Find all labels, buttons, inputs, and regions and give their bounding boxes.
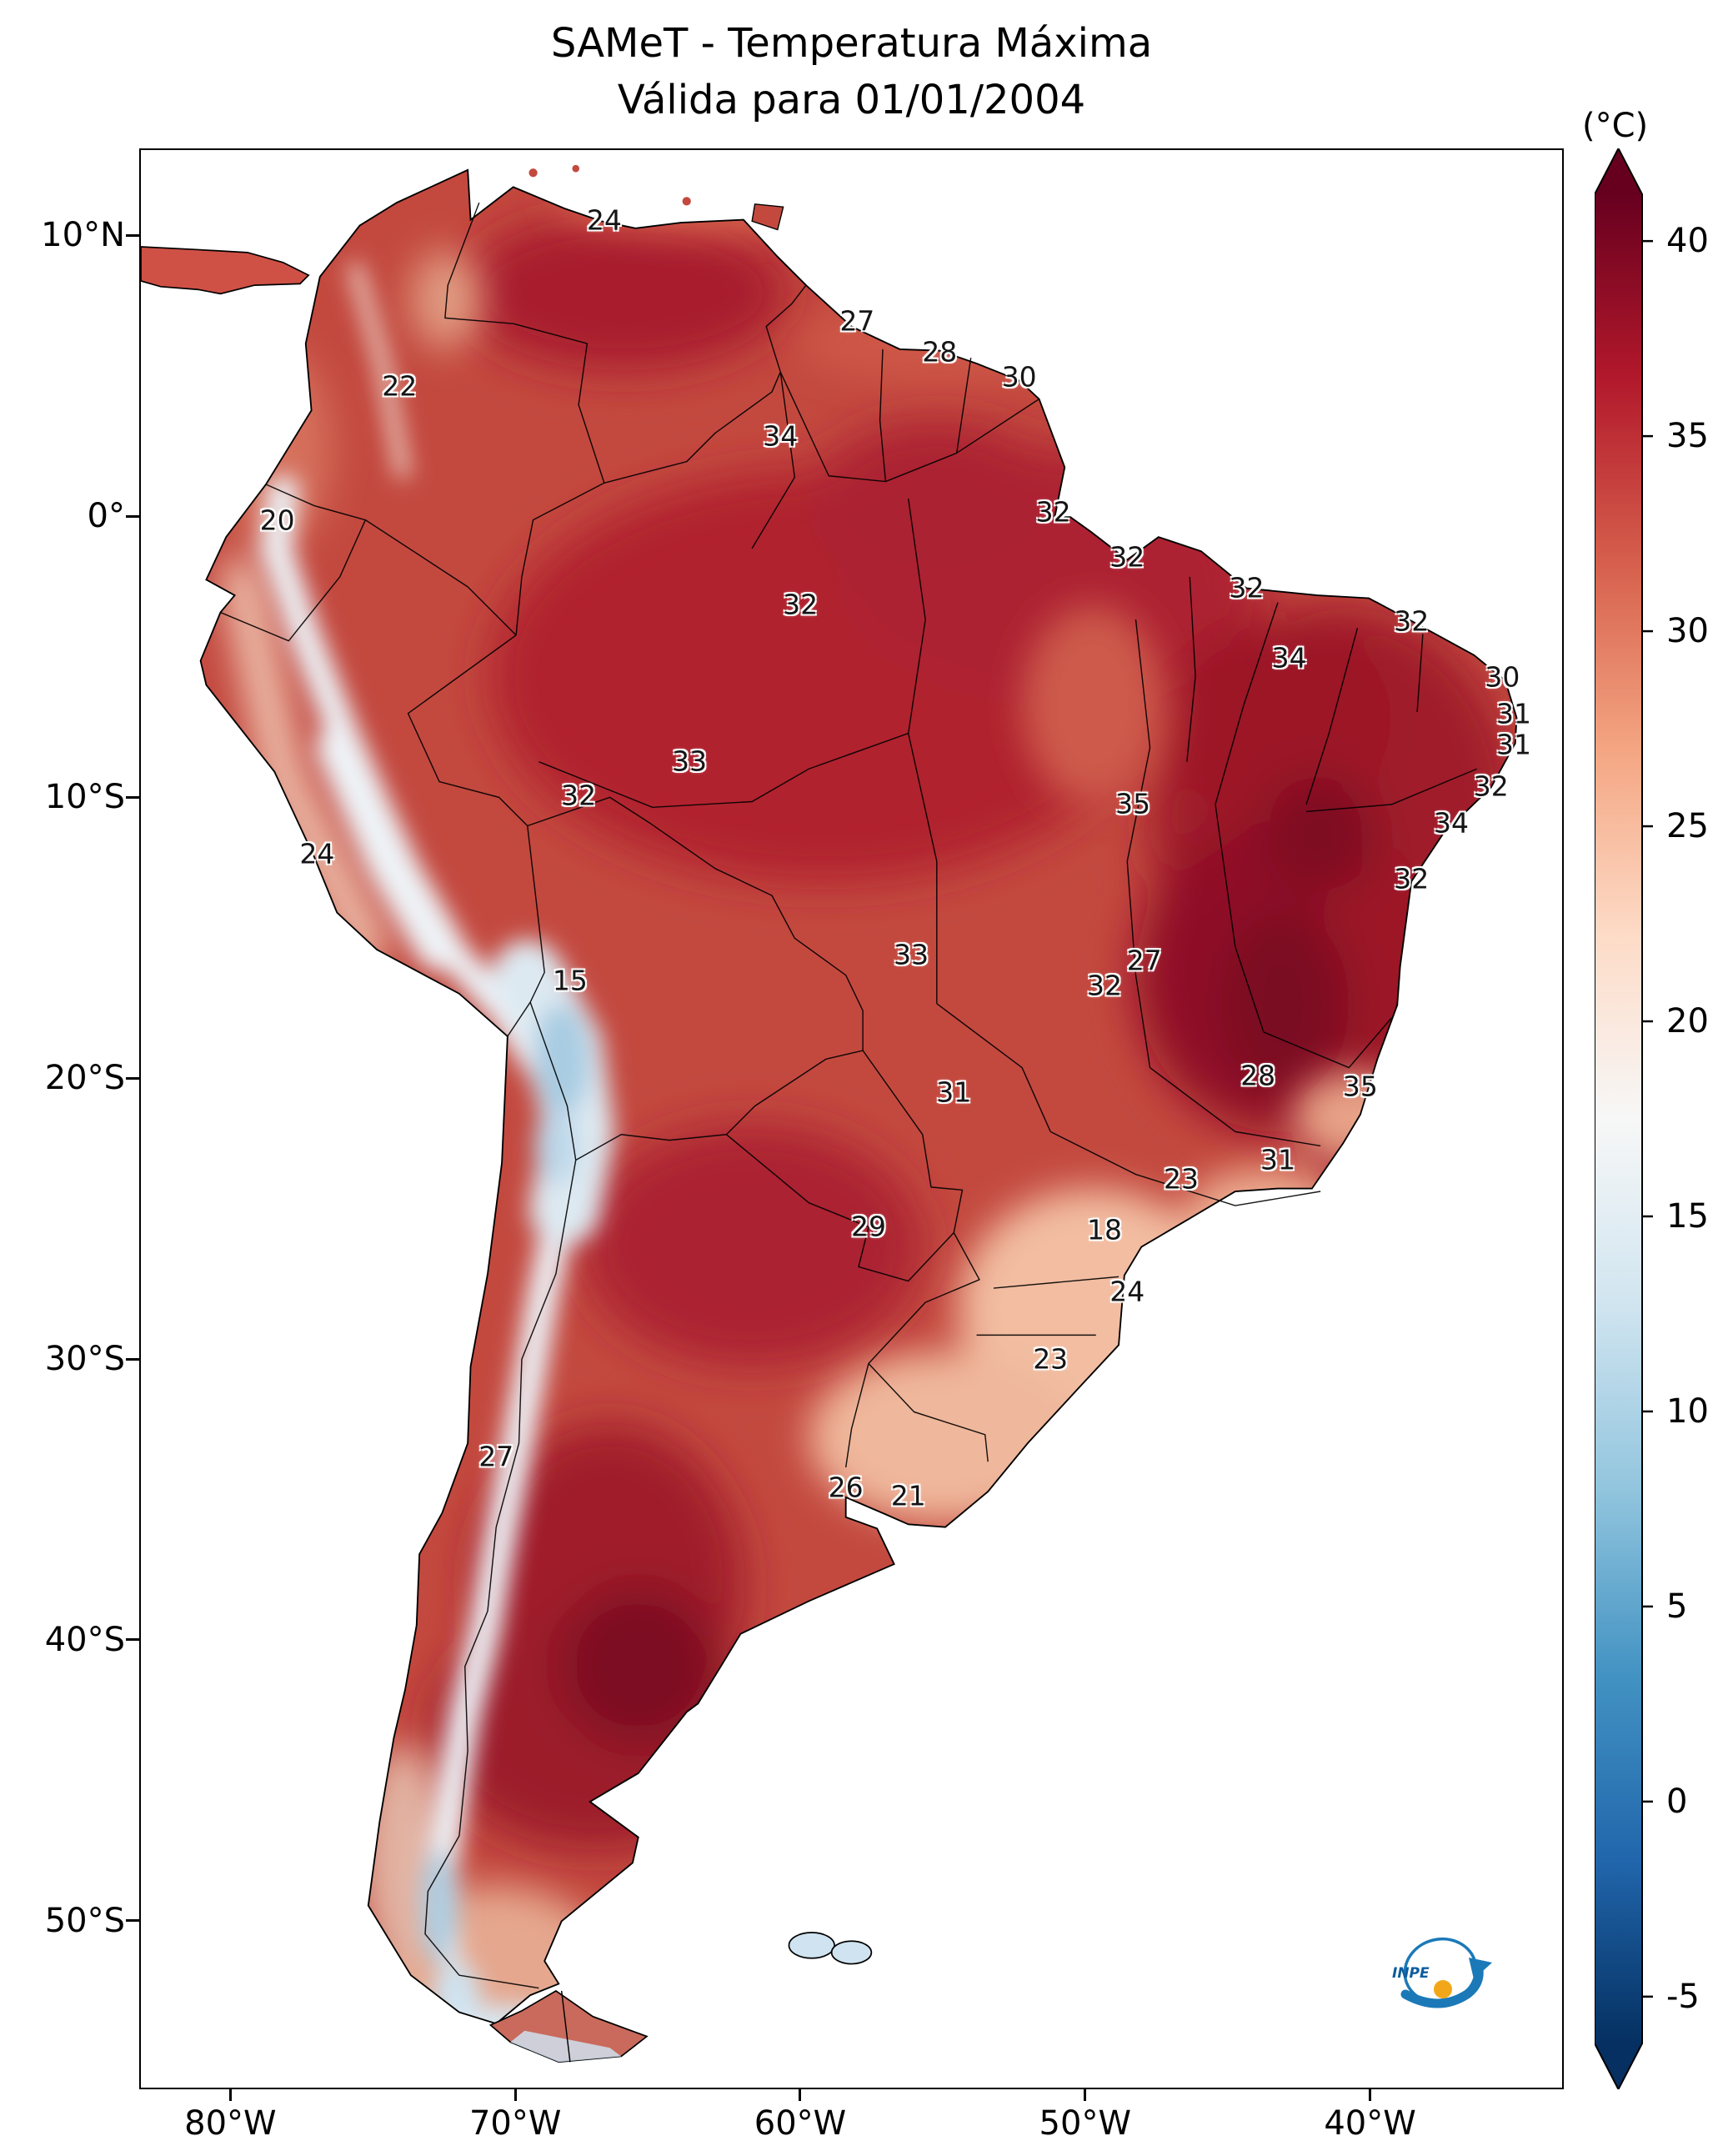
caribbean-islands: [528, 164, 784, 231]
x-axis-tick-label: 40°W: [1324, 2104, 1416, 2143]
station-temp-label: 26: [828, 1471, 864, 1504]
station-temp-label: 22: [382, 369, 418, 402]
y-axis-tick-label: 20°S: [44, 1059, 125, 1098]
station-temp-label: 31: [1496, 697, 1532, 730]
colorbar-bar: [1594, 146, 1653, 2092]
station-temp-label: 21: [890, 1479, 926, 1512]
y-axis-tick-label: 10°N: [41, 216, 125, 255]
station-temp-label: 33: [894, 938, 929, 971]
station-temp-label: 15: [552, 964, 588, 997]
y-axis-tick-label: 30°S: [44, 1340, 125, 1379]
station-temp-label: 35: [1115, 787, 1151, 820]
colorbar-unit-label: (°C): [1582, 107, 1649, 145]
station-temp-label: 32: [1229, 571, 1265, 604]
station-temp-label: 32: [1473, 770, 1509, 803]
colorbar-tick-label: 30: [1666, 612, 1709, 651]
station-temp-label: 34: [1434, 806, 1469, 840]
station-temp-label: 32: [1086, 969, 1122, 1002]
y-axis-tick-mark: [126, 233, 139, 237]
y-axis-tick-mark: [126, 1357, 139, 1361]
x-axis-tick-mark: [228, 2088, 232, 2101]
y-axis-tick-mark: [126, 514, 139, 518]
colorbar: 40 35 30 25 20 15 10 5 0 -5: [1594, 146, 1723, 2092]
y-axis-tick-mark: [126, 1638, 139, 1642]
x-axis-tick-label: 50°W: [1039, 2104, 1131, 2143]
station-temp-label: 32: [783, 588, 819, 621]
x-axis-tick-mark: [1369, 2088, 1372, 2101]
map-panel: 24 27 28 30 22 34 20 32 32 32 32 32 34 30 31 31 33 32 32 35…: [139, 148, 1564, 2089]
panama-landmass: [141, 246, 310, 295]
station-temp-label: 31: [936, 1075, 972, 1109]
station-temp-label: 28: [922, 335, 958, 369]
political-borders: [220, 202, 1477, 1989]
station-temp-label: 32: [1394, 862, 1430, 895]
x-axis-tick-mark: [513, 2088, 517, 2101]
station-temp-label: 18: [1086, 1213, 1122, 1246]
station-temp-label: 24: [299, 837, 335, 870]
station-temp-label: 32: [561, 779, 597, 812]
colorbar-tick-label: 35: [1666, 417, 1709, 456]
x-axis-tick-mark: [799, 2088, 802, 2101]
station-temp-label: 28: [1240, 1059, 1276, 1092]
tierra-del-fuego: [488, 1989, 649, 2063]
station-temp-label: 32: [1394, 604, 1430, 638]
y-axis-tick-label: 50°S: [44, 1901, 125, 1940]
station-temp-label: 32: [1035, 495, 1071, 529]
colorbar-tick-label: 15: [1666, 1196, 1709, 1236]
y-axis-tick-mark: [126, 1076, 139, 1080]
station-temp-label: 23: [1164, 1162, 1200, 1196]
station-temp-label: 30: [1485, 660, 1520, 694]
station-temp-label: 27: [478, 1440, 514, 1473]
station-labels-layer: 24 27 28 30 22 34 20 32 32 32 32 32 34 30 31 31 33 32 32 35…: [141, 150, 1562, 2088]
y-axis-tick-label: 10°S: [44, 778, 125, 817]
colorbar-tick-label: 40: [1666, 222, 1709, 261]
colorbar-tick-label: 20: [1666, 1002, 1709, 1041]
x-axis-tick-mark: [1084, 2088, 1087, 2101]
station-temp-label: 29: [850, 1210, 886, 1243]
south-america-map: [141, 164, 1518, 2063]
chart-title: SAMeT - Temperatura Máxima: [550, 20, 1153, 67]
station-temp-label: 34: [763, 419, 799, 453]
colorbar-tick-label: 0: [1666, 1782, 1688, 1821]
x-axis-tick-label: 80°W: [184, 2104, 277, 2143]
station-temp-label: 31: [1496, 728, 1532, 761]
colorbar-tick-label: 10: [1666, 1391, 1709, 1431]
x-axis-tick-label: 70°W: [468, 2104, 562, 2143]
chart-subtitle: Válida para 01/01/2004: [617, 77, 1086, 123]
station-temp-label: 27: [839, 304, 875, 338]
y-axis-tick-label: 40°S: [44, 1620, 125, 1659]
falkland-islands: [788, 1932, 873, 1965]
y-axis-tick-mark: [126, 1919, 139, 1923]
station-temp-label: 35: [1342, 1070, 1378, 1103]
x-axis-tick-label: 60°W: [754, 2104, 847, 2143]
station-temp-label: 34: [1271, 641, 1307, 674]
coastline: [199, 168, 1518, 2025]
station-temp-label: 27: [1126, 944, 1162, 977]
station-temp-label: 30: [1001, 360, 1037, 394]
station-temp-label: 20: [259, 504, 295, 537]
colorbar-tick-label: 5: [1666, 1587, 1688, 1626]
y-axis-tick-label: 0°: [87, 497, 125, 536]
station-temp-label: 32: [1109, 540, 1145, 574]
colorbar-tick-label: 25: [1666, 807, 1709, 846]
station-temp-label: 23: [1033, 1342, 1069, 1376]
station-temp-label: 33: [672, 745, 708, 778]
inpe-logo-text: INPE: [1392, 1965, 1430, 1982]
colorbar-tick-label: -5: [1666, 1977, 1700, 2016]
inpe-logo: INPE: [1392, 1937, 1492, 2008]
station-temp-label: 24: [586, 203, 622, 237]
y-axis-tick-mark: [126, 795, 139, 799]
station-temp-label: 24: [1109, 1275, 1145, 1308]
station-temp-label: 31: [1260, 1143, 1295, 1176]
